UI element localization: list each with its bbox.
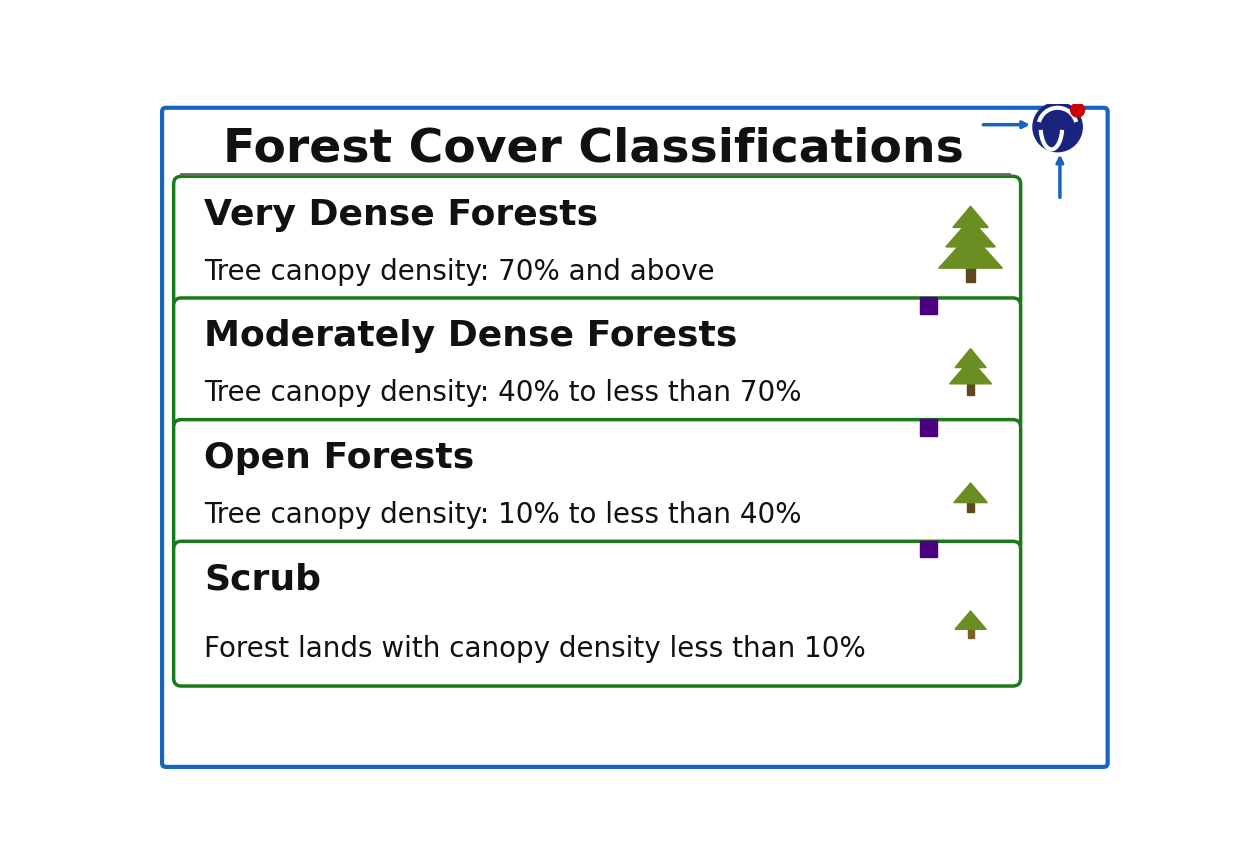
FancyBboxPatch shape — [174, 298, 1020, 430]
FancyBboxPatch shape — [163, 107, 1108, 767]
Polygon shape — [949, 359, 992, 384]
Bar — [920, 419, 937, 436]
Text: Tree canopy density: 70% and above: Tree canopy density: 70% and above — [205, 258, 715, 286]
Bar — [968, 630, 973, 638]
Bar — [920, 540, 937, 558]
Polygon shape — [938, 233, 1003, 268]
Text: Moderately Dense Forests: Moderately Dense Forests — [205, 320, 738, 353]
Circle shape — [1033, 102, 1082, 152]
Polygon shape — [956, 349, 987, 367]
Polygon shape — [954, 611, 987, 630]
Bar — [967, 384, 974, 395]
Text: Forest Cover Classifications: Forest Cover Classifications — [223, 126, 964, 171]
Polygon shape — [946, 218, 995, 247]
Text: Forest lands with canopy density less than 10%: Forest lands with canopy density less th… — [205, 635, 866, 663]
Polygon shape — [953, 206, 988, 228]
Text: Tree canopy density: 10% to less than 40%: Tree canopy density: 10% to less than 40… — [205, 501, 802, 529]
FancyBboxPatch shape — [174, 177, 1020, 309]
Text: Tree canopy density: 40% to less than 70%: Tree canopy density: 40% to less than 70… — [205, 379, 802, 407]
Circle shape — [1071, 103, 1085, 117]
FancyBboxPatch shape — [174, 541, 1020, 686]
Polygon shape — [954, 483, 988, 502]
Bar — [965, 268, 975, 282]
Bar — [968, 502, 974, 512]
Text: Scrub: Scrub — [205, 563, 321, 597]
Text: Open Forests: Open Forests — [205, 441, 474, 475]
Text: Very Dense Forests: Very Dense Forests — [205, 197, 598, 232]
Bar — [920, 297, 937, 314]
FancyBboxPatch shape — [174, 420, 1020, 552]
